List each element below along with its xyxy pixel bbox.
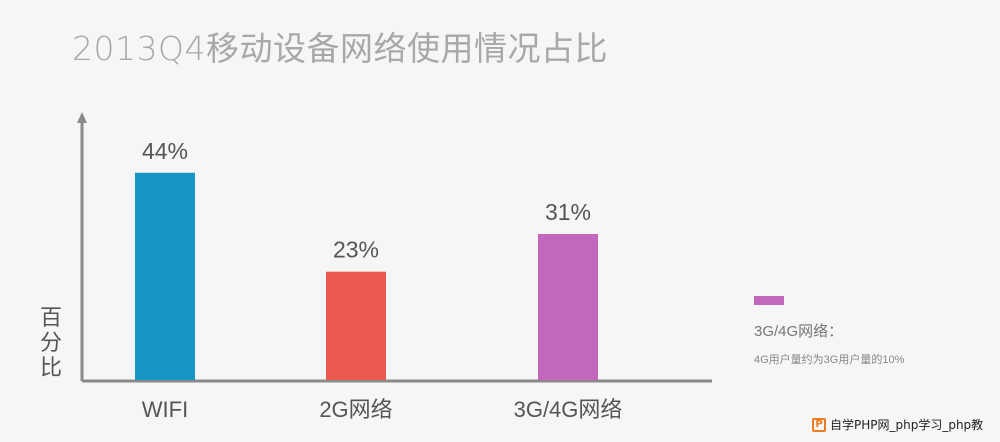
watermark-text: 自学PHP网_php学习_php教: [830, 418, 984, 432]
category-label-3: 3G/4G网络: [514, 397, 623, 422]
value-label-2: 23%: [333, 237, 379, 263]
y-axis-label: 百分比: [36, 306, 66, 381]
legend-body: 4G用户量约为3G用户量的10%: [754, 354, 905, 366]
y-axis-label-text: 百分比: [39, 306, 62, 381]
chart-title: 2013Q4移动设备网络使用情况占比: [72, 29, 608, 68]
value-label-1: 44%: [142, 138, 188, 164]
watermark: P 自学PHP网_php学习_php教: [812, 416, 983, 433]
php-logo-icon: P: [812, 417, 826, 432]
legend-note: 3G/4G网络： 4G用户量约为3G用户量的10%: [754, 296, 904, 367]
legend-heading: 3G/4G网络：: [754, 323, 844, 340]
legend-swatch: [754, 296, 784, 305]
y-axis-arrow: [77, 112, 87, 123]
value-label-3: 31%: [545, 199, 591, 225]
category-label-1: WIFI: [142, 397, 188, 422]
category-label-2: 2G网络: [319, 397, 392, 422]
bar-3: [538, 234, 598, 380]
bar-2: [326, 271, 386, 380]
bar-1: [135, 172, 195, 380]
